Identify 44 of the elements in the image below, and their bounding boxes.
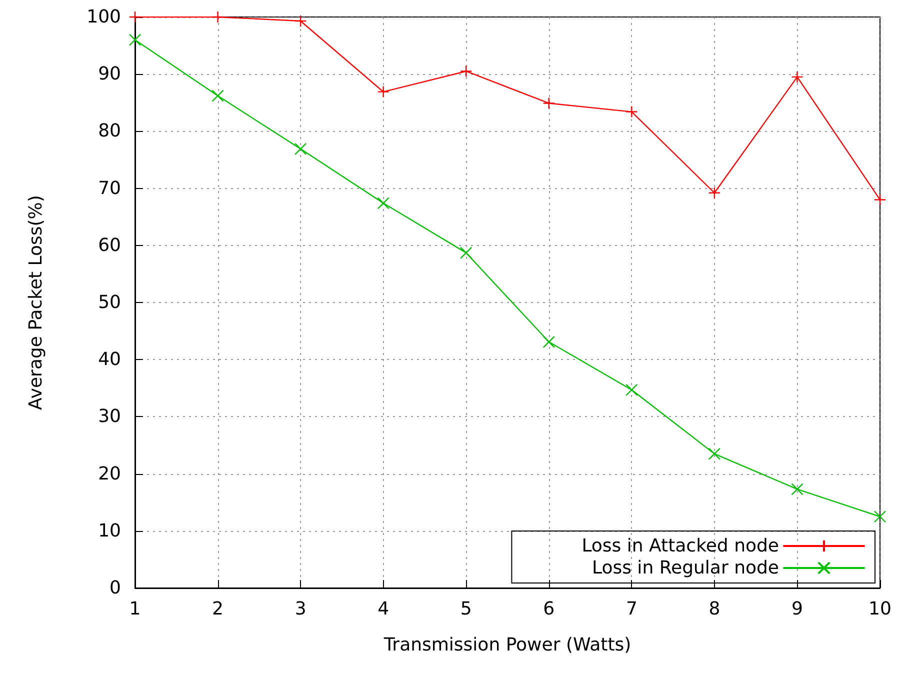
x-tick-label: 7 bbox=[626, 598, 638, 620]
point bbox=[460, 246, 472, 259]
y-tick-label: 40 bbox=[98, 349, 121, 370]
x-tick-label: 2 bbox=[212, 598, 224, 620]
y-axis-title: Average Packet Loss(%) bbox=[26, 195, 46, 410]
point bbox=[128, 34, 142, 46]
point bbox=[377, 86, 390, 98]
y-tick-label: 50 bbox=[98, 292, 121, 313]
y-tick-label: 70 bbox=[98, 178, 121, 199]
point bbox=[212, 90, 224, 102]
y-tick-label: 90 bbox=[98, 64, 121, 85]
y-tick-label: 0 bbox=[110, 578, 121, 598]
y-tick-label: 20 bbox=[98, 463, 121, 484]
x-axis-title: Transmission Power (Watts) bbox=[382, 634, 632, 656]
point bbox=[377, 197, 390, 210]
legend-label: Loss in Regular node bbox=[592, 558, 779, 578]
point bbox=[294, 142, 307, 155]
point bbox=[791, 483, 804, 496]
x-tick-label: 4 bbox=[378, 598, 390, 620]
y-tick-label: 60 bbox=[98, 234, 121, 256]
point bbox=[708, 186, 721, 199]
point bbox=[626, 384, 638, 396]
point bbox=[542, 336, 555, 348]
y-tick-label: 80 bbox=[98, 120, 121, 142]
x-tick-label: 9 bbox=[791, 598, 803, 620]
point bbox=[708, 448, 721, 460]
point bbox=[791, 70, 804, 84]
point bbox=[874, 510, 886, 523]
x-tick-label: 6 bbox=[543, 598, 555, 620]
point bbox=[294, 14, 307, 28]
point bbox=[460, 65, 472, 78]
x-tick-label: 5 bbox=[460, 598, 472, 620]
y-tick-label: 100 bbox=[86, 6, 121, 28]
legend-label: Loss in Attacked node bbox=[582, 536, 779, 556]
y-tick-label: 10 bbox=[98, 520, 121, 542]
point bbox=[542, 97, 555, 110]
x-tick-label: 1 bbox=[129, 598, 141, 620]
point bbox=[874, 194, 886, 206]
point bbox=[212, 10, 224, 24]
point bbox=[626, 106, 638, 118]
x-tick-label: 3 bbox=[294, 598, 306, 620]
y-tick-label: 30 bbox=[98, 406, 121, 428]
x-tick-label: 10 bbox=[868, 598, 892, 620]
x-tick-label: 8 bbox=[708, 598, 720, 620]
